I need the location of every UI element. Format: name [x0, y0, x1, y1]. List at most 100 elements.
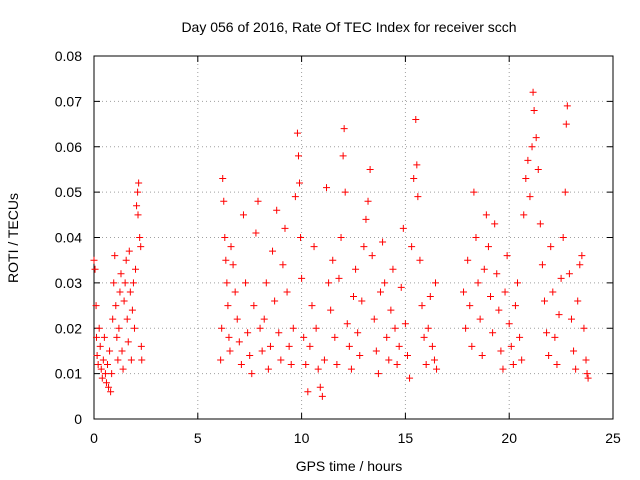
data-point — [281, 224, 289, 232]
data-point — [432, 279, 440, 287]
data-point — [345, 342, 353, 350]
data-point — [306, 342, 314, 350]
data-point — [271, 297, 279, 305]
data-point — [96, 342, 104, 350]
data-point — [121, 279, 129, 287]
data-point — [408, 243, 416, 251]
data-point — [341, 188, 349, 196]
data-point — [491, 220, 499, 228]
data-point — [514, 279, 522, 287]
data-point — [584, 374, 592, 382]
data-point — [501, 288, 509, 296]
data-point — [269, 247, 277, 255]
data-point — [354, 329, 362, 337]
data-point — [97, 365, 105, 373]
data-point — [314, 365, 322, 373]
y-tick-label: 0.06 — [55, 139, 82, 155]
data-point — [225, 333, 233, 341]
y-tick-label: 0.07 — [55, 93, 82, 109]
data-point — [418, 302, 426, 310]
data-point — [304, 388, 312, 396]
x-tick-label: 10 — [294, 430, 310, 446]
data-point — [478, 351, 486, 359]
data-point — [497, 347, 505, 355]
data-point — [254, 197, 262, 205]
data-point — [484, 243, 492, 251]
data-point — [289, 324, 297, 332]
data-point — [487, 292, 495, 300]
data-point — [138, 356, 146, 364]
data-point — [406, 374, 414, 382]
data-point — [325, 279, 333, 287]
data-point — [503, 252, 511, 260]
data-point — [340, 125, 348, 133]
data-point — [476, 315, 484, 323]
data-point — [120, 297, 128, 305]
data-point — [493, 270, 501, 278]
data-point — [468, 342, 476, 350]
data-point — [335, 274, 343, 282]
data-point — [551, 333, 559, 341]
data-point — [416, 256, 424, 264]
data-point — [237, 361, 245, 369]
data-point — [401, 320, 409, 328]
data-point — [264, 365, 272, 373]
data-point — [350, 292, 357, 300]
data-point — [376, 288, 384, 296]
data-point — [567, 315, 575, 323]
data-point — [277, 356, 285, 364]
x-tick-label: 15 — [398, 430, 414, 446]
data-point — [126, 288, 134, 296]
data-point — [308, 302, 316, 310]
data-point — [327, 306, 335, 314]
data-point — [428, 342, 436, 350]
data-point — [94, 361, 102, 369]
data-point — [366, 165, 374, 173]
data-point — [412, 116, 420, 124]
data-point — [98, 374, 106, 382]
data-point — [393, 361, 401, 369]
data-point — [128, 306, 136, 314]
data-point — [118, 347, 126, 355]
data-point — [385, 356, 393, 364]
data-point — [223, 279, 231, 287]
data-point — [368, 252, 376, 260]
data-point — [424, 324, 432, 332]
data-point — [362, 215, 370, 223]
data-point — [509, 361, 517, 369]
data-point — [117, 270, 125, 278]
data-point — [578, 252, 586, 260]
data-point — [318, 392, 326, 400]
data-point — [136, 234, 144, 241]
data-point — [532, 134, 540, 142]
data-point — [256, 324, 264, 332]
data-point — [358, 297, 366, 305]
data-point — [391, 324, 399, 332]
data-point — [499, 365, 507, 373]
data-point — [115, 324, 123, 332]
data-point — [389, 265, 397, 273]
data-point — [242, 279, 250, 287]
data-point — [507, 342, 515, 350]
data-point — [109, 315, 117, 323]
data-point — [106, 347, 114, 355]
data-point — [297, 234, 305, 241]
grid-lines — [94, 56, 613, 419]
data-point — [260, 315, 268, 323]
data-point — [123, 315, 131, 323]
data-point — [553, 361, 561, 369]
x-axis-ticks: 0 5 10 15 20 25 — [90, 56, 621, 446]
data-point — [472, 234, 480, 241]
data-point — [103, 361, 111, 369]
data-point — [227, 243, 235, 251]
data-point — [557, 274, 565, 282]
data-point — [279, 261, 287, 269]
data-point — [226, 347, 234, 355]
data-point — [130, 324, 138, 332]
data-point — [291, 193, 299, 201]
data-point — [105, 383, 113, 391]
data-point — [536, 220, 544, 228]
data-point — [316, 383, 324, 391]
data-point — [545, 351, 553, 359]
data-point — [538, 261, 546, 269]
